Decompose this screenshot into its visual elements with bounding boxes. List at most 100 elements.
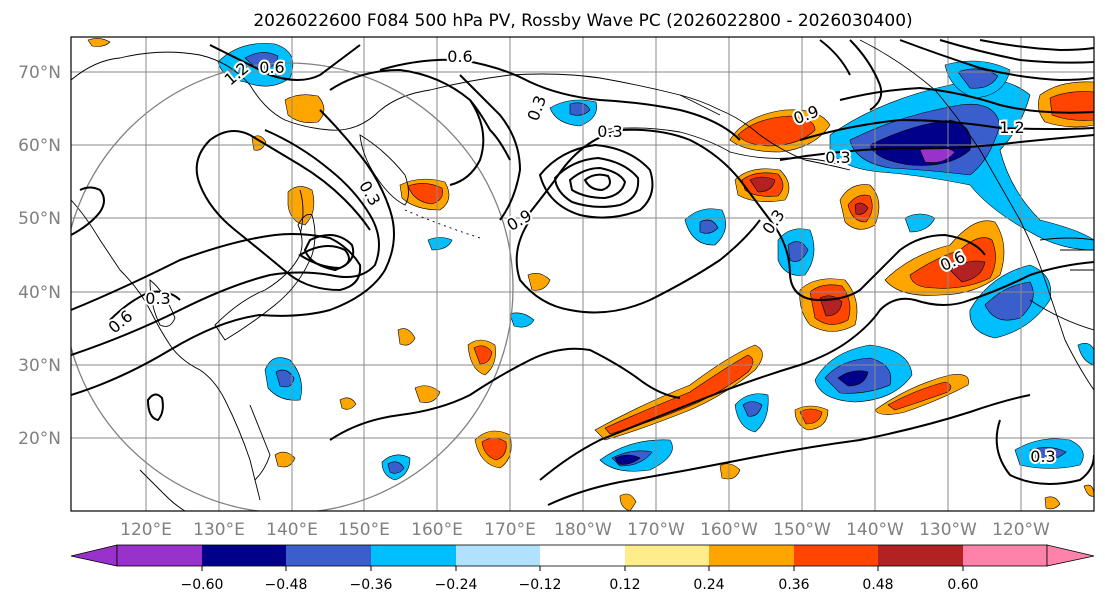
negative-anomaly (614, 454, 641, 465)
negative-anomaly (919, 146, 956, 163)
longitude-labels: 120°E 130°E 140°E 150°E 160°E 170°E 180°… (120, 520, 1050, 540)
pv-contour (799, 118, 1094, 141)
contour-label: 0.3 (825, 148, 850, 167)
negative-anomaly (699, 219, 719, 234)
negative-anomaly (509, 312, 535, 328)
lon-label: 160°E (411, 520, 463, 540)
negative-anomaly (427, 237, 453, 251)
positive-anomaly (274, 451, 296, 468)
colorbar-tick-label: −0.12 (519, 577, 562, 593)
lat-label: 60°N (18, 136, 61, 156)
positive-anomaly (407, 183, 443, 205)
negative-anomaly (569, 102, 591, 116)
map-area: 0.6 0.3 0.9 1.2 0.3 0.6 0.3 0.9 0.6 0.3 … (70, 36, 1095, 512)
lon-label: 150°W (773, 520, 831, 540)
negative-anomaly (787, 241, 809, 262)
positive-anomaly (799, 408, 823, 425)
colorbar-cell (456, 545, 540, 566)
negative-anomaly (1077, 343, 1094, 366)
map-title: 2026022600 F084 500 hPa PV, Rossby Wave … (253, 11, 912, 31)
pv-contour (839, 86, 1094, 114)
contour-label: 0.6 (259, 58, 284, 77)
japan-coast (214, 214, 316, 341)
colorbar-cell (540, 545, 625, 566)
positive-anomaly (887, 381, 952, 411)
philippines-coast (249, 404, 271, 481)
pv-contour (109, 290, 181, 321)
shaded-anomalies (87, 38, 1094, 511)
contour-label: 0.3 (597, 122, 622, 141)
positive-anomaly (1083, 484, 1094, 497)
siberia-coast (71, 51, 721, 131)
pv-contour (71, 129, 380, 356)
lat-label: 30°N (18, 356, 61, 376)
colorbar-cell (878, 545, 963, 566)
colorbar-tick-label: 0.24 (693, 577, 724, 593)
positive-anomaly (414, 385, 441, 403)
colorbar-cell (625, 545, 709, 566)
positive-anomaly (527, 273, 551, 291)
state-lines (1060, 249, 1094, 271)
colorbar: −0.60 −0.48 −0.36 −0.24 −0.12 0.12 0.24 0.36 0.4… (70, 544, 1095, 593)
positive-anomaly (949, 260, 986, 283)
positive-anomaly (749, 176, 776, 193)
positive-anomaly (1044, 496, 1061, 510)
east-asia-coast (71, 199, 261, 501)
positive-anomaly (473, 345, 493, 365)
pv-contour (71, 186, 105, 236)
pv-contour (303, 234, 355, 272)
lon-label: 140°E (266, 520, 318, 540)
pv-contour (519, 128, 986, 302)
negative-anomaly (742, 401, 763, 417)
positive-anomaly (87, 38, 111, 47)
lat-label: 50°N (18, 209, 61, 229)
pv-contour (547, 394, 1031, 506)
gridlines (71, 37, 1094, 511)
pv-contour (329, 68, 485, 186)
pv-contour (583, 173, 611, 192)
lon-label: 140°W (846, 520, 904, 540)
border-line (1039, 237, 1094, 241)
lon-label: 130°W (919, 520, 977, 540)
colorbar-tick-label: −0.48 (265, 577, 308, 593)
alaska-coast (679, 94, 851, 171)
positive-anomaly (854, 202, 869, 215)
positive-anomaly (284, 94, 325, 123)
pv-contour (329, 347, 681, 441)
colorbar-extend-max (1046, 544, 1095, 567)
pv-contour (849, 39, 883, 111)
lon-label: 120°W (992, 520, 1050, 540)
colorbar-cell (286, 545, 371, 566)
pv-contour (819, 39, 851, 76)
colorbar-cell (117, 545, 202, 566)
colorbar-cell (794, 545, 878, 566)
positive-anomaly (719, 463, 741, 480)
pv-contour (899, 39, 1094, 82)
aleutian-arc (599, 127, 841, 166)
contour-label: 0.3 (145, 289, 170, 308)
contour-label: 1.2 (999, 118, 1024, 137)
pv-contour (779, 134, 1094, 161)
negative-anomaly (387, 461, 405, 474)
pv-contour (379, 58, 741, 141)
pv-contours (71, 39, 1094, 506)
positive-anomaly (619, 493, 637, 511)
lon-label: 170°E (484, 520, 536, 540)
pv-contour (553, 156, 640, 208)
positive-anomaly (397, 328, 416, 346)
border-line (1029, 299, 1094, 331)
lat-label: 70°N (18, 63, 61, 83)
lon-label: 150°E (338, 520, 390, 540)
colorbar-cells (116, 544, 1048, 567)
colorbar-cell (202, 545, 286, 566)
pv-contour (939, 39, 1094, 64)
colorbar-tick-label: −0.36 (350, 577, 393, 593)
pv-contour (469, 99, 511, 161)
lon-label: 120°E (120, 520, 172, 540)
colorbar-ticks: −0.60 −0.48 −0.36 −0.24 −0.12 0.12 0.24 0.36 0.4… (181, 566, 979, 593)
lat-label: 40°N (18, 283, 61, 303)
lon-label: 160°W (700, 520, 758, 540)
korea-coast (149, 279, 176, 327)
pv-contour (539, 261, 1094, 481)
map-frame (70, 36, 1095, 512)
